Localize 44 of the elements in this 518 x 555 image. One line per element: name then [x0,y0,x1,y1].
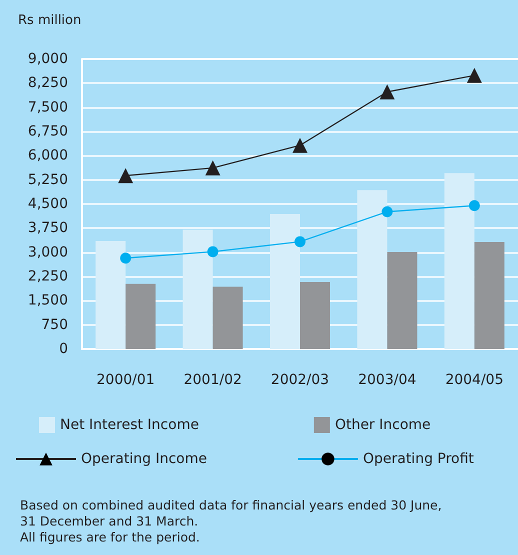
point [118,168,134,184]
y-tick-label: 6,000 [28,148,68,164]
x-tick-label: 2004/05 [445,372,504,388]
y-axis-title: Rs million [18,13,82,28]
bar [182,230,213,349]
y-tick-label: 3,000 [28,244,68,260]
bar [444,173,474,349]
legend-label: Operating Income [81,451,207,467]
point [466,68,482,83]
bar [300,282,330,349]
bar [474,242,504,349]
y-tick-label: 3,750 [28,220,68,236]
x-tick-label: 2002/03 [270,372,330,388]
bar [357,190,388,349]
y-tick-label: 5,250 [28,172,68,188]
point [207,246,218,258]
x-tick-label: 2000/01 [96,372,155,388]
point [382,206,393,218]
y-tick-label: 0 [59,341,68,357]
y-tick-label: 4,500 [28,196,68,212]
y-tick-label: 7,500 [28,99,68,116]
y-tick-label: 750 [41,316,68,333]
point [294,236,306,248]
point [468,200,480,212]
legend-label: Net Interest Income [60,417,199,433]
x-tick-label: 2003/04 [358,372,416,388]
bar [126,284,156,349]
y-tick-label: 2,250 [28,268,68,284]
y-tick-label: 9,000 [28,51,68,67]
bar [96,241,126,349]
point [205,160,220,176]
text: Based on combined audited data for financial years ended 30 June, 31 December and 31 March. All figures are for the period. [20,498,442,544]
legend-label: Operating Profit [362,451,474,467]
y-tick-label: 6,750 [28,124,68,140]
bar [387,252,418,349]
bar [270,214,300,349]
point [292,138,308,153]
bar [212,286,243,349]
point [120,252,132,264]
point [380,84,395,100]
legend-label: Other Income [334,417,431,433]
x-tick-label: 2001/02 [184,372,242,388]
y-tick-label: 8,250 [28,75,68,92]
y-tick-label: 1,500 [28,292,68,309]
